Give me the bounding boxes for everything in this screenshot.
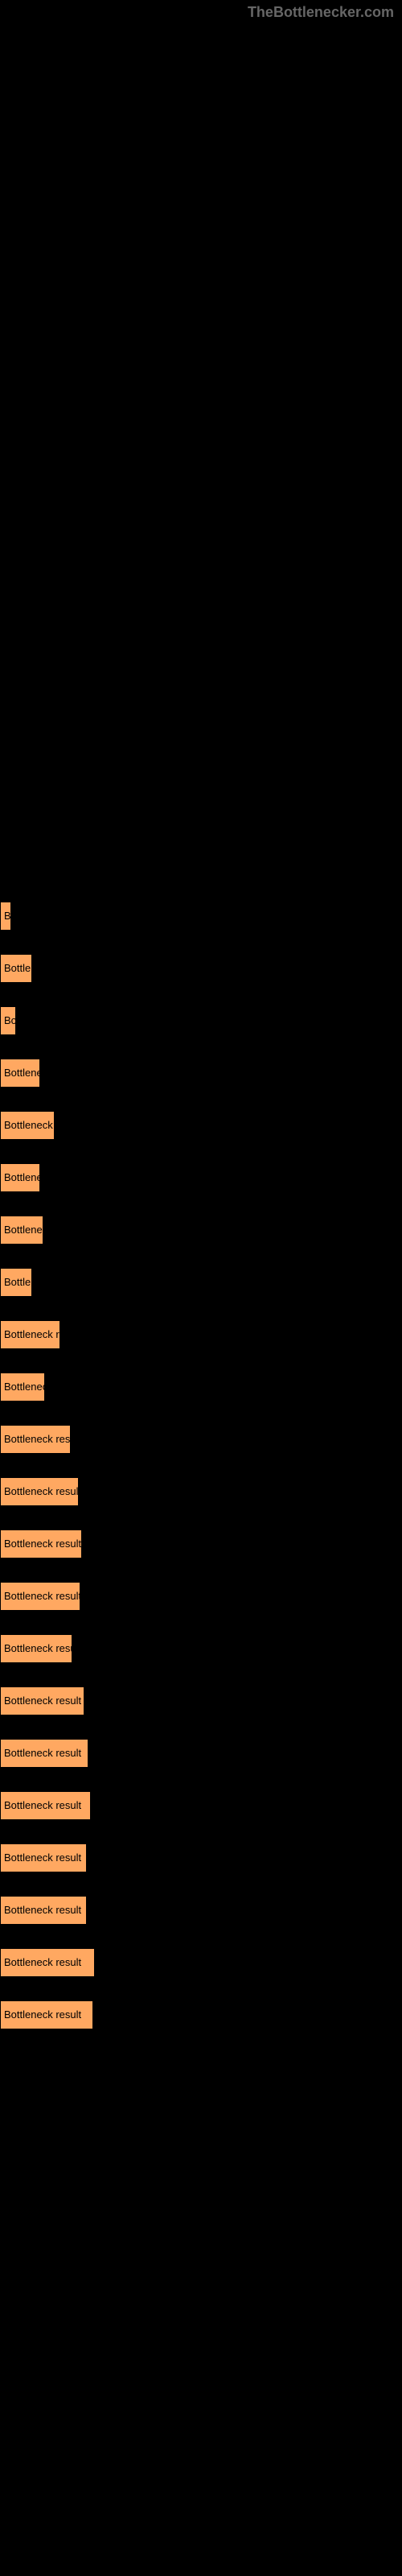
bar-row: Bottleneck result [0,1674,402,1727]
bar-row: Bottle [0,1256,402,1308]
bar: Bottleneck result [0,1739,88,1768]
bar-row: Bottleneck result [0,1727,402,1779]
bar: Bottle [0,1268,32,1297]
bar: B [0,902,11,931]
bar: Bottleneck result [0,1843,87,1872]
bar: Bottleneck resu [0,1425,71,1454]
bar: Bottlene [0,1163,40,1192]
bar-row: Bottleneck result [0,1936,402,1988]
watermark-text: TheBottlenecker.com [248,4,394,21]
bar: Bottleneck result [0,1686,84,1715]
bar: Bottleneck result [0,1948,95,1977]
bar-row: Bottleneck r [0,1099,402,1151]
bar: Bottleneck result [0,1530,82,1558]
bar-row: Bottleneck result [0,1570,402,1622]
bar: Bottleneck result [0,1477,79,1506]
bar-row: Bottleneck re [0,1308,402,1360]
bar: Bottleneck r [0,1111,55,1140]
bar: Bottleneck result [0,1791,91,1820]
bar-row: Bottlene [0,1151,402,1203]
bar: Bottlenec [0,1216,43,1245]
bar: Bottleneck re [0,1320,60,1349]
bar-row: Bottleneck result [0,1465,402,1517]
bar-row: Bottleneck result [0,1831,402,1884]
bar-row: Bottleneck result [0,1517,402,1570]
bar-row: Bottlenec [0,1360,402,1413]
bar: Bottlene [0,1059,40,1088]
bar-row: Bottleneck resu [0,1413,402,1465]
bar-row: B [0,890,402,942]
bar-row: Bottlenec [0,1203,402,1256]
bar-row: Bottleneck resu [0,1622,402,1674]
bar-row: Bottleneck result [0,1779,402,1831]
bar: Bo [0,1006,16,1035]
bar-row: Bo [0,994,402,1046]
bar: Bottleneck resu [0,1634,72,1663]
bar-chart: B Bottler Bo Bottlene Bottleneck r Bottlene Bo… [0,890,402,2041]
bar-row: Bottler [0,942,402,994]
bar-row: Bottlene [0,1046,402,1099]
bar-row: Bottleneck result [0,1988,402,2041]
bar: Bottlenec [0,1373,45,1402]
bar: Bottleneck result [0,2000,93,2029]
bar-row: Bottleneck result [0,1884,402,1936]
bar: Bottleneck result [0,1582,80,1611]
bar: Bottler [0,954,32,983]
bar: Bottleneck result [0,1896,87,1925]
